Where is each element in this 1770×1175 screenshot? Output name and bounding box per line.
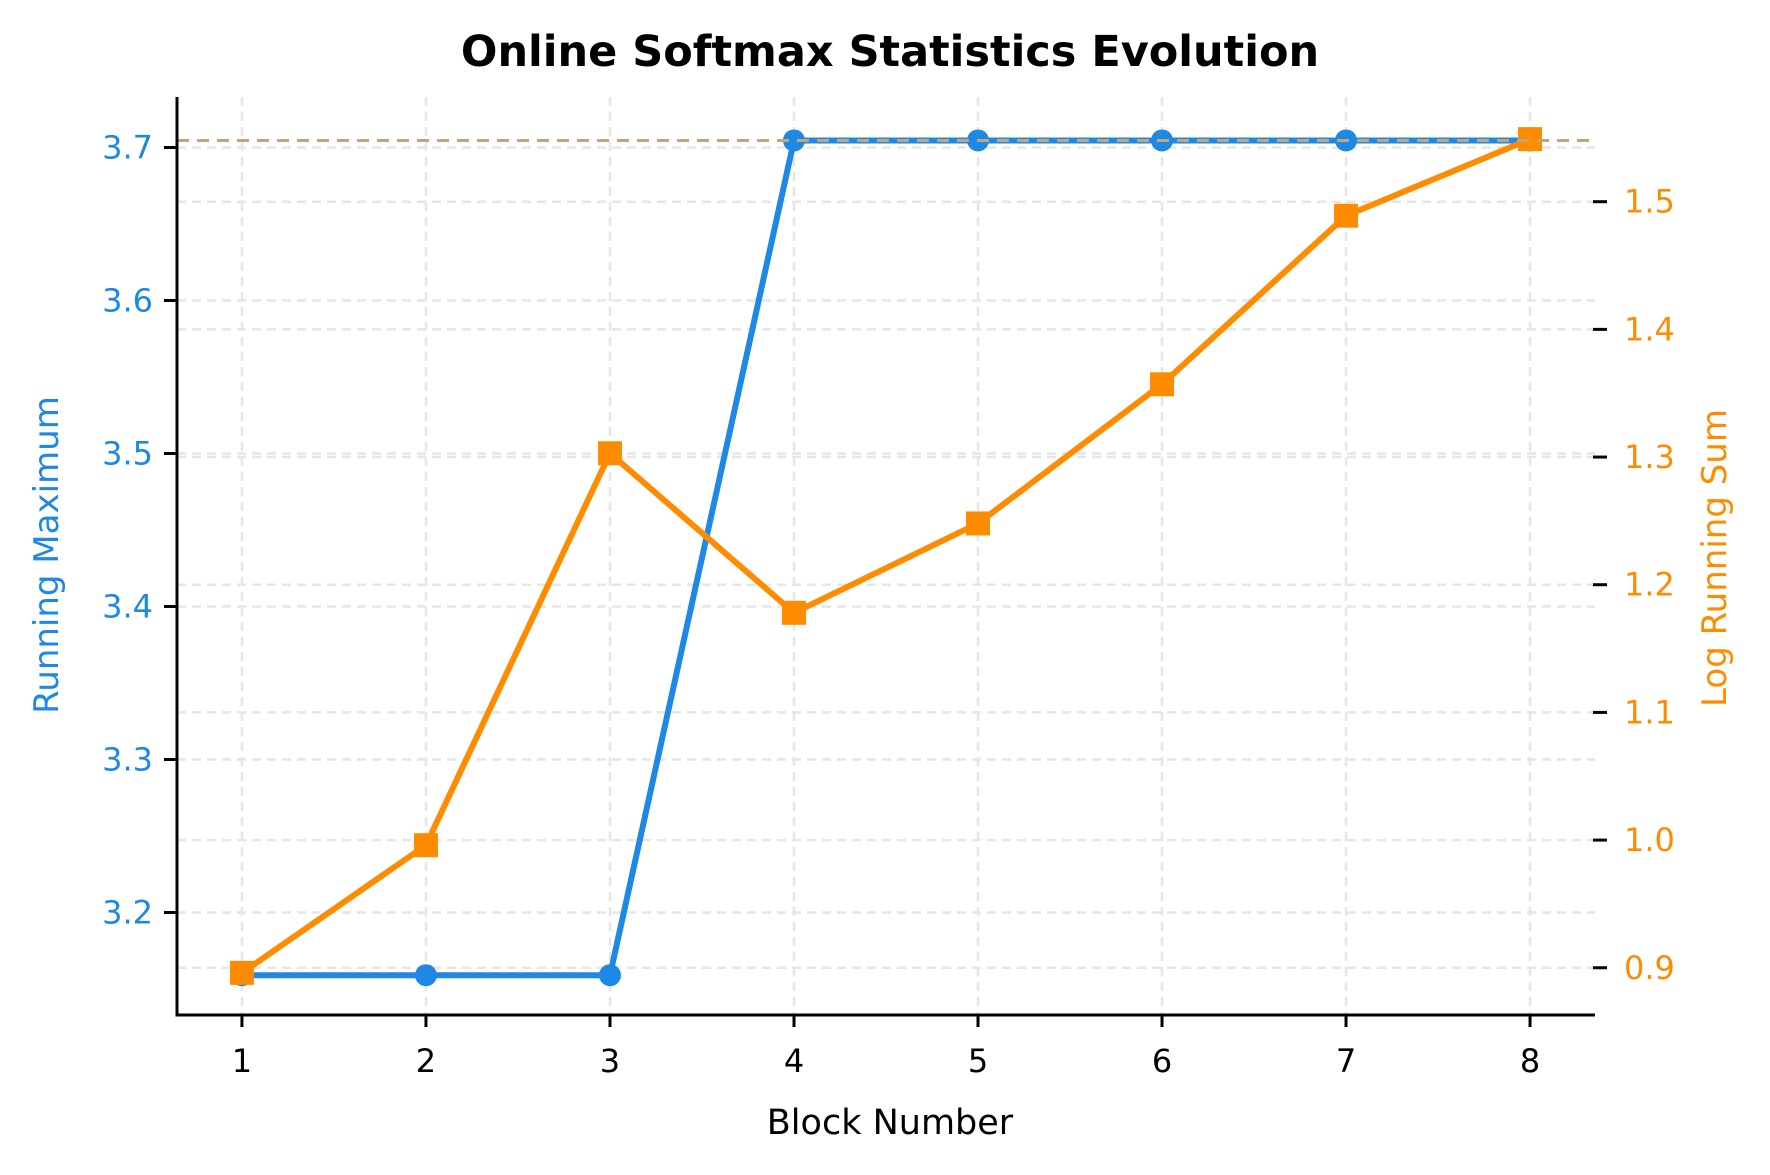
y-left-tick-label: 3.2 [102, 893, 153, 931]
y-right-tick-label: 1.4 [1624, 310, 1675, 348]
grid-lines [177, 97, 1595, 1015]
chart-title: Online Softmax Statistics Evolution [461, 27, 1319, 77]
data-point-square [966, 511, 991, 536]
x-tick-label: 2 [416, 1042, 436, 1080]
x-tick-label: 5 [968, 1042, 988, 1080]
x-axis-label: Block Number [767, 1103, 1014, 1143]
data-point-square [413, 833, 438, 858]
y-left-tick-label: 3.3 [102, 740, 153, 778]
x-tick-label: 3 [600, 1042, 620, 1080]
x-tick-label: 1 [232, 1042, 252, 1080]
data-point-square [1150, 372, 1175, 397]
x-tick-label: 8 [1520, 1042, 1540, 1080]
y-right-tick-label: 1.1 [1624, 693, 1675, 731]
y-right-tick-label: 1.0 [1624, 821, 1675, 859]
y-left-tick-label: 3.5 [102, 434, 153, 472]
data-point-circle [782, 129, 805, 152]
data-point-square [1518, 127, 1543, 152]
data-point-circle [598, 964, 621, 987]
y-axis-left-label: Running Maximum [27, 396, 67, 714]
y-axis-right-label: Log Running Sum [1695, 409, 1735, 707]
x-tick-label: 4 [784, 1042, 804, 1080]
x-tick-label: 7 [1336, 1042, 1356, 1080]
data-point-square [781, 600, 806, 625]
y-right-tick-label: 1.5 [1624, 183, 1675, 221]
y-left-tick-label: 3.6 [102, 281, 153, 319]
y-right-tick-label: 0.9 [1624, 949, 1675, 987]
y-right-tick-label: 1.3 [1624, 438, 1675, 476]
data-point-square [229, 960, 254, 985]
series-log-running-sum [229, 127, 1543, 985]
x-tick-label: 6 [1152, 1042, 1172, 1080]
series-running-maximum [230, 129, 1542, 987]
data-point-square [597, 441, 622, 466]
axes: 1 2 3 4 5 6 7 8 3.2 3.3 3.4 3.5 3.6 3.7 0.9 1.0 1.1 1.2 1.… [102, 97, 1675, 1080]
data-point-square [1334, 203, 1359, 228]
y-left-tick-label: 3.7 [102, 128, 153, 166]
y-left-tick-label: 3.4 [102, 587, 153, 625]
y-right-tick-label: 1.2 [1624, 566, 1675, 604]
series-line [240, 136, 1532, 976]
data-point-circle [414, 964, 437, 987]
